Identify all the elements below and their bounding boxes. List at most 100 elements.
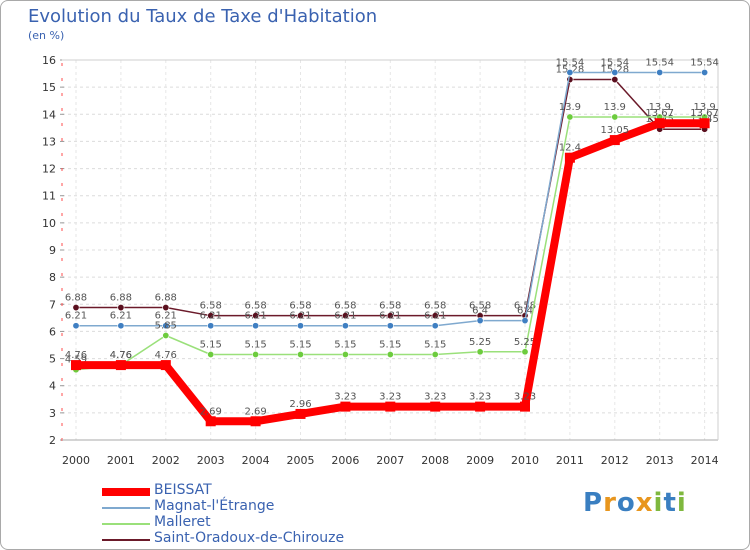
data-label-saint-oradoux-de-chirouze-2006: 6.58 xyxy=(334,301,356,312)
data-label-magnat-l-etrange-2011: 15.54 xyxy=(556,57,585,68)
data-label-malleret-2003: 5.15 xyxy=(200,340,222,351)
data-label-magnat-l-etrange-2004: 6.21 xyxy=(244,311,266,322)
x-tick-label-2009: 2009 xyxy=(466,454,494,467)
y-tick-label-15: 15 xyxy=(42,81,56,94)
chart-subtitle: (en %) xyxy=(28,29,65,42)
x-tick-label-2007: 2007 xyxy=(376,454,404,467)
data-label-malleret-2013: 13.9 xyxy=(649,102,671,113)
point-beissat-2008 xyxy=(430,401,441,412)
legend-label-saint-oradoux: Saint-Oradoux-de-Chirouze xyxy=(154,530,345,546)
data-label-malleret-2014: 13.9 xyxy=(693,102,715,113)
point-magnat-l-etrange-2014 xyxy=(701,68,709,76)
data-label-magnat-l-etrange-2010: 6.4 xyxy=(517,306,533,317)
data-label-malleret-2005: 5.15 xyxy=(289,340,311,351)
point-magnat-l-etrange-2013 xyxy=(656,68,664,76)
x-tick-label-2000: 2000 xyxy=(62,454,90,467)
data-label-saint-oradoux-de-chirouze-2000: 6.88 xyxy=(65,293,87,304)
chart-title: Evolution du Taux de Taxe d'Habitation xyxy=(28,6,378,27)
logo-letter-3: x xyxy=(635,488,654,518)
data-label-beissat-2001: 4.76 xyxy=(110,350,132,361)
point-malleret-2010 xyxy=(521,348,529,356)
x-tick-label-2003: 2003 xyxy=(197,454,225,467)
logo-letter-1: r xyxy=(603,488,617,518)
data-label-saint-oradoux-de-chirouze-2003: 6.58 xyxy=(200,301,222,312)
proxiti-logo: Proxiti xyxy=(583,488,687,518)
data-label-saint-oradoux-de-chirouze-2009: 6.58 xyxy=(469,301,491,312)
legend-swatch-magnat xyxy=(102,507,150,509)
data-label-malleret-2009: 5.25 xyxy=(469,337,491,348)
point-beissat-2007 xyxy=(385,401,396,412)
data-label-malleret-2010: 5.25 xyxy=(514,337,536,348)
x-tick-label-2012: 2012 xyxy=(601,454,629,467)
point-beissat-2000 xyxy=(71,360,81,371)
data-label-saint-oradoux-de-chirouze-2010: 6.58 xyxy=(514,301,536,312)
data-label-beissat-2010: 3.23 xyxy=(514,392,536,403)
logo-letter-2: o xyxy=(616,488,636,518)
data-label-magnat-l-etrange-2013: 15.54 xyxy=(645,57,674,68)
y-tick-label-12: 12 xyxy=(42,163,56,176)
data-label-malleret-2011: 13.9 xyxy=(559,102,581,113)
data-label-beissat-2008: 3.23 xyxy=(424,392,446,403)
point-saint-oradoux-de-chirouze-2006 xyxy=(341,312,349,320)
point-beissat-2012 xyxy=(609,135,620,146)
point-malleret-2006 xyxy=(341,350,349,358)
point-beissat-2014 xyxy=(699,118,710,129)
point-malleret-2008 xyxy=(431,350,439,358)
y-tick-label-16: 16 xyxy=(42,54,56,67)
point-beissat-2006 xyxy=(340,401,351,412)
point-malleret-2004 xyxy=(252,350,260,358)
x-tick-label-2014: 2014 xyxy=(691,454,719,467)
y-tick-label-3: 3 xyxy=(49,407,56,420)
y-tick-label-8: 8 xyxy=(49,271,56,284)
y-tick-label-5: 5 xyxy=(49,353,56,366)
point-beissat-2010 xyxy=(520,401,530,412)
point-saint-oradoux-de-chirouze-2008 xyxy=(431,312,439,320)
point-malleret-2011 xyxy=(566,113,574,121)
point-magnat-l-etrange-2000 xyxy=(72,322,80,330)
point-malleret-2005 xyxy=(296,350,304,358)
data-label-magnat-l-etrange-2009: 6.4 xyxy=(472,306,488,317)
data-label-magnat-l-etrange-2008: 6.21 xyxy=(424,311,446,322)
data-label-malleret-2008: 5.15 xyxy=(424,340,446,351)
point-magnat-l-etrange-2008 xyxy=(431,322,439,330)
y-tick-label-6: 6 xyxy=(49,325,56,338)
data-label-malleret-2006: 5.15 xyxy=(334,340,356,351)
data-label-beissat-2007: 3.23 xyxy=(379,392,401,403)
data-label-beissat-2009: 3.23 xyxy=(469,392,491,403)
data-label-saint-oradoux-de-chirouze-2005: 6.58 xyxy=(289,301,311,312)
data-label-beissat-2006: 3.23 xyxy=(334,392,356,403)
point-magnat-l-etrange-2003 xyxy=(207,322,215,330)
data-label-beissat-2011: 12.4 xyxy=(559,143,581,154)
point-beissat-2005 xyxy=(295,408,306,419)
point-malleret-2009 xyxy=(476,348,484,356)
point-saint-oradoux-de-chirouze-2012 xyxy=(611,76,619,84)
y-tick-label-11: 11 xyxy=(42,190,56,203)
point-magnat-l-etrange-2010 xyxy=(521,317,529,325)
data-label-magnat-l-etrange-2006: 6.21 xyxy=(334,311,356,322)
point-magnat-l-etrange-2006 xyxy=(341,322,349,330)
point-magnat-l-etrange-2004 xyxy=(252,322,260,330)
point-malleret-2002 xyxy=(162,331,170,339)
data-label-magnat-l-etrange-2002: 6.21 xyxy=(155,311,177,322)
point-beissat-2003 xyxy=(205,416,216,427)
data-label-saint-oradoux-de-chirouze-2001: 6.88 xyxy=(110,293,132,304)
x-tick-label-2001: 2001 xyxy=(107,454,135,467)
data-label-beissat-2004: 2.69 xyxy=(244,406,266,417)
point-saint-oradoux-de-chirouze-2000 xyxy=(72,304,80,312)
point-beissat-2013 xyxy=(654,118,665,129)
point-saint-oradoux-de-chirouze-2001 xyxy=(117,304,125,312)
x-tick-label-2005: 2005 xyxy=(287,454,315,467)
data-label-saint-oradoux-de-chirouze-2004: 6.58 xyxy=(244,301,266,312)
x-tick-label-2010: 2010 xyxy=(511,454,539,467)
data-label-saint-oradoux-de-chirouze-2007: 6.58 xyxy=(379,301,401,312)
point-saint-oradoux-de-chirouze-2005 xyxy=(296,312,304,320)
y-tick-label-4: 4 xyxy=(49,380,56,393)
point-magnat-l-etrange-2001 xyxy=(117,322,125,330)
data-label-saint-oradoux-de-chirouze-2002: 6.88 xyxy=(155,293,177,304)
point-magnat-l-etrange-2002 xyxy=(162,322,170,330)
point-saint-oradoux-de-chirouze-2003 xyxy=(207,312,215,320)
point-malleret-2003 xyxy=(207,350,215,358)
x-tick-label-2013: 2013 xyxy=(646,454,674,467)
y-tick-label-13: 13 xyxy=(42,135,56,148)
